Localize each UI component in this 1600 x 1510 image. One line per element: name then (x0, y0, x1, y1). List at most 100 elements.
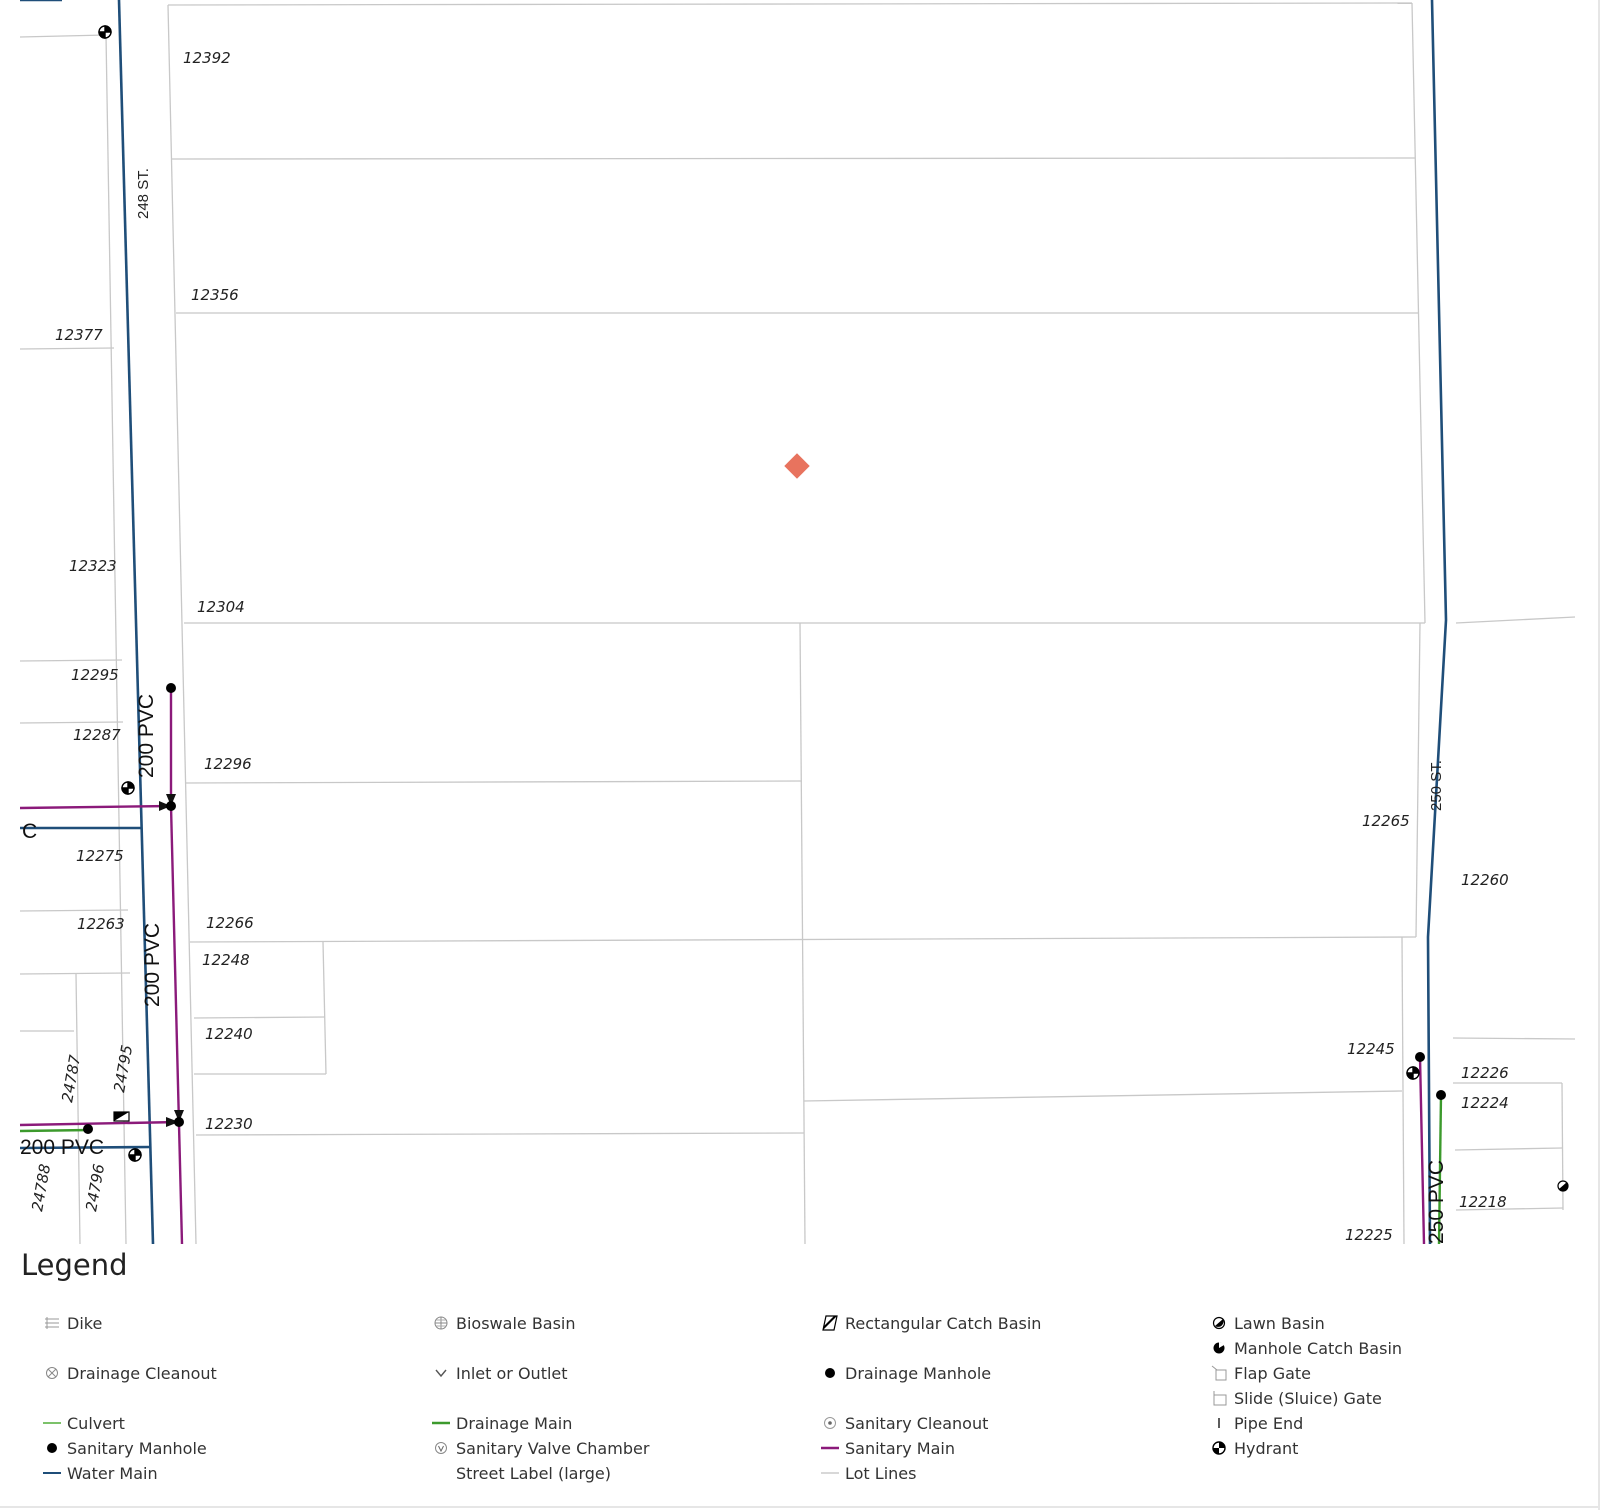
hydrant-icon (1208, 1438, 1230, 1458)
sanitary-main-icon (819, 1438, 841, 1458)
legend-item-slide-gate: Slide (Sluice) Gate (1208, 1386, 1382, 1410)
legend-item-lot-lines: Lot Lines (819, 1461, 916, 1485)
legend-item-sanitary-manhole: Sanitary Manhole (41, 1436, 207, 1460)
legend-label: Drainage Main (456, 1413, 573, 1433)
lot-number: 12230 (205, 1115, 253, 1133)
legend-label: Bioswale Basin (456, 1313, 576, 1333)
lawn-basin-icon (1208, 1313, 1230, 1333)
legend-item-flap-gate: Flap Gate (1208, 1361, 1311, 1385)
legend-item-culvert: Culvert (41, 1411, 125, 1435)
map-canvas: 12392 12356 12377 12323 12304 12295 1228… (19, 0, 1576, 1244)
lot-number: 12260 (1461, 871, 1509, 889)
pipe-label: 250 PVC (1425, 1160, 1448, 1244)
legend-item-drainage-main: Drainage Main (430, 1411, 572, 1435)
lot-number: 12266 (206, 914, 254, 932)
pipe-label: C (22, 820, 37, 843)
legend-item-sanitary-valve-chamber: Sanitary Valve Chamber (430, 1436, 649, 1460)
lot-number: 12263 (77, 915, 125, 933)
pipe-labels: 200 PVC 200 PVC 200 PVC 250 PVC C (20, 694, 1448, 1244)
drainage-main-lines (19, 1094, 1443, 1244)
hydrants (98, 25, 1420, 1162)
lot-number: 12275 (76, 847, 124, 865)
water-main-icon (41, 1463, 63, 1483)
lot-number: 12296 (204, 755, 252, 773)
legend-item-manhole-catch-basin: Manhole Catch Basin (1208, 1336, 1402, 1360)
legend-label: Manhole Catch Basin (1234, 1338, 1403, 1358)
flap-gate-icon (1208, 1363, 1230, 1383)
lot-lines-icon (819, 1463, 841, 1483)
drainage-main-icon (430, 1413, 452, 1433)
legend-label: Drainage Manhole (845, 1363, 992, 1383)
frame-border-bottom (0, 1506, 1600, 1508)
pipe-label: 200 PVC (20, 1136, 104, 1159)
lot-number-labels: 12392 12356 12377 12323 12304 12295 1228… (28, 49, 1509, 1244)
utility-map[interactable]: 12392 12356 12377 12323 12304 12295 1228… (0, 0, 1600, 1244)
lot-number: 12323 (69, 557, 117, 575)
inlet-outlet-icon (430, 1363, 452, 1383)
pipe-label: 200 PVC (135, 694, 158, 778)
lot-number: 12304 (197, 598, 245, 616)
lot-number: 12295 (71, 666, 119, 684)
legend-label: Culvert (67, 1413, 125, 1433)
legend-item-inlet-outlet: Inlet or Outlet (430, 1361, 568, 1385)
lot-number: 24796 (82, 1163, 108, 1213)
street-label: 248 ST. (135, 168, 152, 219)
legend-item-drainage-cleanout: Drainage Cleanout (41, 1361, 217, 1385)
legend-panel: Legend Dike Drainage Cleanout Culvert Sa… (21, 1244, 1581, 1506)
legend-item-bioswale-basin: Bioswale Basin (430, 1311, 576, 1335)
lot-number: 12245 (1347, 1040, 1395, 1058)
frame-border-right (1598, 0, 1600, 1510)
culvert-icon (41, 1413, 63, 1433)
legend-label: Lawn Basin (1234, 1313, 1325, 1333)
street-label-icon (430, 1463, 452, 1483)
lot-number: 12225 (1345, 1226, 1393, 1244)
pipe-label: 200 PVC (141, 923, 164, 1007)
lot-number: 12265 (1362, 812, 1410, 830)
legend-item-street-label: Street Label (large) (430, 1461, 611, 1485)
sanitary-manhole-icon (41, 1438, 63, 1458)
legend-label: Inlet or Outlet (456, 1363, 568, 1383)
water-main-lines (19, 0, 1448, 1244)
legend-item-drainage-manhole: Drainage Manhole (819, 1361, 991, 1385)
lot-number: 24787 (58, 1053, 84, 1104)
lot-number: 12218 (1459, 1193, 1507, 1211)
legend-label: Hydrant (1234, 1438, 1299, 1458)
legend-label: Sanitary Cleanout (845, 1413, 989, 1433)
legend-item-water-main: Water Main (41, 1461, 158, 1485)
slide-gate-icon (1208, 1388, 1230, 1408)
lot-number: 12224 (1461, 1094, 1509, 1112)
legend-label: Water Main (67, 1463, 158, 1483)
lawn-basin-map-symbol (1557, 1180, 1569, 1192)
legend-label: Lot Lines (845, 1463, 917, 1483)
legend-label: Street Label (large) (456, 1463, 611, 1483)
legend-item-lawn-basin: Lawn Basin (1208, 1311, 1325, 1335)
rectangular-catch-basin-icon (819, 1313, 841, 1333)
legend-item-sanitary-cleanout: Sanitary Cleanout (819, 1411, 988, 1435)
lot-number: 12356 (191, 286, 239, 304)
drainage-manhole-icon (819, 1363, 841, 1383)
legend-item-sanitary-main: Sanitary Main (819, 1436, 955, 1460)
manhole-catch-basin-icon (1208, 1338, 1230, 1358)
legend-label: Sanitary Valve Chamber (456, 1438, 650, 1458)
sanitary-valve-chamber-icon (430, 1438, 452, 1458)
legend-label: Sanitary Main (845, 1438, 955, 1458)
lot-number: 12287 (73, 726, 121, 744)
sanitary-cleanout-icon (819, 1413, 841, 1433)
lot-lines (19, 2, 1576, 1244)
flow-arrows (159, 794, 184, 1127)
legend-item-pipe-end: Pipe End (1208, 1411, 1303, 1435)
pipe-end-icon (1208, 1413, 1230, 1433)
legend-label: Flap Gate (1234, 1363, 1312, 1383)
legend-label: Rectangular Catch Basin (845, 1313, 1042, 1333)
sanitary-manholes (83, 683, 1446, 1134)
bioswale-basin-icon (430, 1313, 452, 1333)
street-label: 250 ST. (1428, 760, 1445, 811)
lot-number: 12377 (55, 326, 103, 344)
legend-item-hydrant: Hydrant (1208, 1436, 1298, 1460)
legend-item-rectangular-catch-basin: Rectangular Catch Basin (819, 1311, 1041, 1335)
sanitary-main-lines (19, 688, 1426, 1244)
legend-title: Legend (21, 1248, 128, 1282)
legend-item-dike: Dike (41, 1311, 102, 1335)
legend-label: Slide (Sluice) Gate (1234, 1388, 1382, 1408)
legend-label: Pipe End (1234, 1413, 1304, 1433)
